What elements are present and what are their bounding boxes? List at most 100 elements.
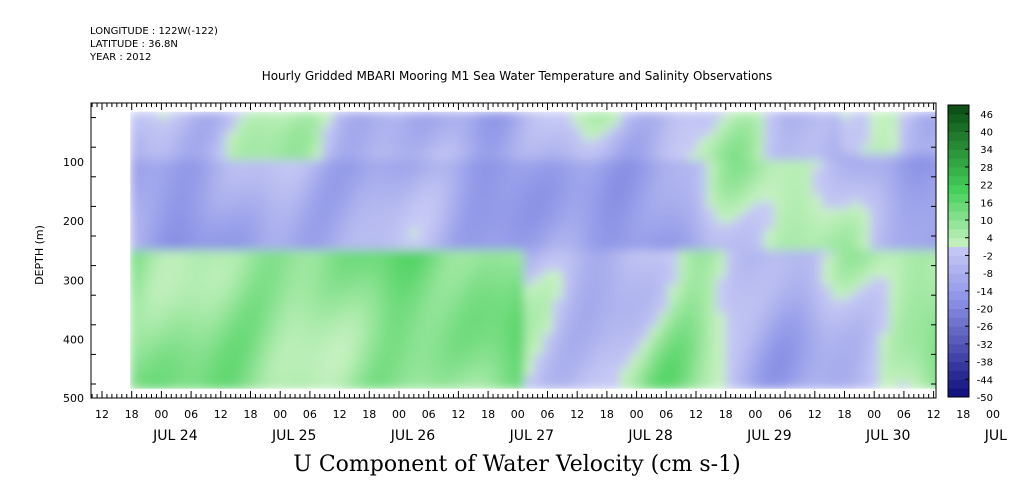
heatmap-cell — [130, 167, 141, 176]
heatmap-cell — [283, 250, 295, 259]
heatmap-cell — [178, 354, 189, 363]
heatmap-cell — [149, 208, 161, 217]
heatmap-cell — [610, 194, 622, 203]
heatmap-cell — [773, 361, 785, 369]
heatmap-cell — [850, 167, 862, 176]
heatmap-cell — [524, 381, 535, 390]
heatmap-cell — [927, 215, 936, 224]
heatmap-cell — [543, 167, 554, 176]
heatmap-cell — [908, 187, 919, 196]
heatmap-cell — [226, 347, 237, 356]
heatmap-cell — [495, 153, 506, 162]
heatmap-cell — [600, 284, 612, 293]
heatmap-cell — [687, 284, 698, 293]
heatmap-cell — [552, 381, 564, 390]
heatmap-cell — [735, 347, 747, 356]
heatmap-cell — [917, 347, 929, 356]
heatmap-cell — [620, 264, 631, 272]
heatmap-cell — [187, 187, 199, 196]
heatmap-cell — [869, 153, 881, 162]
heatmap-cell — [696, 194, 708, 203]
heatmap-cell — [908, 236, 919, 245]
heatmap-cell — [764, 291, 775, 300]
heatmap-cell — [255, 215, 266, 224]
heatmap-cell — [456, 381, 468, 390]
heatmap-cell — [735, 215, 747, 224]
heatmap-cell — [600, 125, 612, 134]
heatmap-cell — [581, 167, 593, 176]
heatmap-cell — [504, 222, 516, 231]
heatmap-cell — [908, 264, 919, 272]
heatmap-cell — [341, 298, 353, 307]
heatmap-cell — [226, 160, 237, 169]
heatmap-cell — [312, 305, 324, 314]
heatmap-cell — [562, 125, 574, 134]
heatmap-cell — [648, 243, 660, 252]
heatmap-cell — [322, 381, 333, 390]
heatmap-cell — [159, 381, 170, 390]
heatmap-cell — [245, 236, 257, 245]
heatmap-cell — [139, 347, 151, 356]
heatmap-cell — [389, 354, 401, 363]
heatmap-cell — [668, 264, 679, 272]
heatmap-cell — [725, 340, 737, 349]
heatmap-cell — [812, 326, 823, 335]
heatmap-cell — [379, 236, 391, 245]
heatmap-cell — [908, 167, 919, 176]
heatmap-cell — [456, 180, 468, 189]
heatmap-cell — [264, 291, 276, 300]
heatmap-cell — [149, 194, 161, 203]
heatmap-cell — [264, 125, 276, 134]
heatmap-cell — [898, 125, 910, 134]
colorbar-swatch — [948, 299, 969, 310]
heatmap-cell — [879, 222, 891, 231]
heatmap-cell — [428, 284, 439, 293]
heatmap-cell — [514, 305, 526, 314]
heatmap-cell — [283, 180, 295, 189]
heatmap-cell — [898, 132, 910, 141]
heatmap-cell — [168, 174, 180, 182]
heatmap-cell — [255, 291, 266, 300]
heatmap-cell — [696, 174, 708, 182]
heatmap-cell — [552, 236, 564, 245]
heatmap-cell — [197, 298, 209, 307]
heatmap-cell — [351, 146, 362, 155]
heatmap-cell — [860, 174, 871, 182]
heatmap-cell — [581, 354, 593, 363]
heatmap-cell — [379, 180, 391, 189]
heatmap-cell — [379, 243, 391, 252]
heatmap-cell — [802, 340, 814, 349]
heatmap-cell — [783, 146, 795, 155]
heatmap-cell — [869, 277, 881, 286]
heatmap-cell — [456, 367, 468, 376]
heatmap-cell — [389, 277, 401, 286]
heatmap-cell — [360, 167, 372, 176]
heatmap-cell — [687, 160, 698, 169]
heatmap-cell — [168, 132, 180, 141]
heatmap-cell — [139, 132, 151, 141]
heatmap-cell — [389, 139, 401, 148]
chart-title: Hourly Gridded MBARI Mooring M1 Sea Wate… — [261, 69, 773, 83]
heatmap-cell — [235, 146, 247, 155]
heatmap-cell — [226, 174, 237, 182]
heatmap-cell — [764, 132, 775, 141]
heatmap-cell — [610, 118, 622, 127]
heatmap-cell — [572, 381, 583, 390]
heatmap-cell — [668, 160, 679, 169]
heatmap-cell — [283, 291, 295, 300]
colorbar-label: -8 — [983, 269, 993, 280]
heatmap-cell — [668, 208, 679, 217]
heatmap-cell — [139, 326, 151, 335]
heatmap-cell — [581, 139, 593, 148]
heatmap-cell — [562, 160, 574, 169]
heatmap-cell — [793, 139, 804, 148]
heatmap-cell — [841, 208, 852, 217]
heatmap-cell — [245, 264, 257, 272]
heatmap-cell — [802, 305, 814, 314]
heatmap-cell — [812, 160, 823, 169]
heatmap-cell — [293, 139, 305, 148]
heatmap-cell — [716, 367, 727, 376]
heatmap-cell — [485, 111, 497, 120]
heatmap-cell — [860, 125, 871, 134]
heatmap-cell — [783, 361, 795, 369]
